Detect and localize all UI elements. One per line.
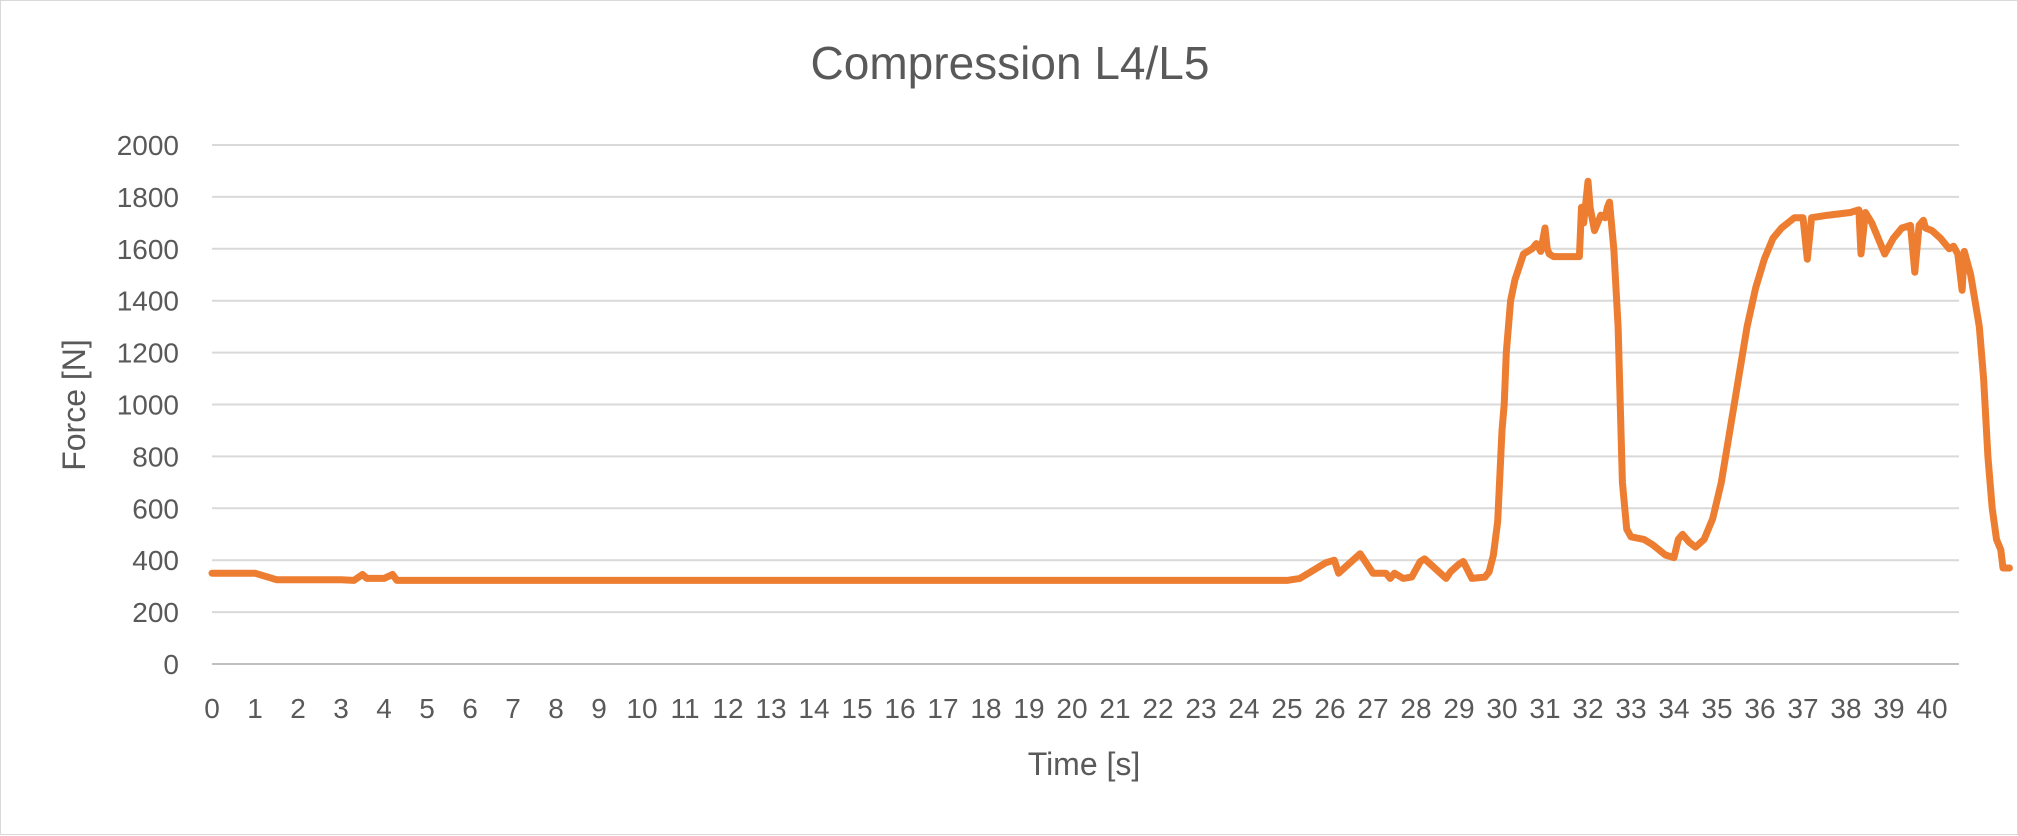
x-tick-label: 23 xyxy=(1185,693,1216,724)
x-tick-label: 38 xyxy=(1830,693,1861,724)
y-tick-label: 1600 xyxy=(117,234,179,265)
x-tick-label: 34 xyxy=(1658,693,1689,724)
y-axis-ticks: 0 200 400 600 800 1000 1200 1400 1600 1800 2000 xyxy=(117,130,179,680)
y-tick-label: 600 xyxy=(132,493,179,524)
x-tick-label: 7 xyxy=(505,693,521,724)
x-tick-label: 14 xyxy=(798,693,829,724)
x-tick-label: 40 xyxy=(1916,693,1947,724)
y-tick-label: 1000 xyxy=(117,390,179,421)
series-line-0 xyxy=(208,177,2013,584)
x-tick-label: 37 xyxy=(1787,693,1818,724)
x-tick-label: 8 xyxy=(548,693,564,724)
x-tick-label: 0 xyxy=(204,693,220,724)
x-tick-label: 16 xyxy=(884,693,915,724)
y-tick-label: 2000 xyxy=(117,130,179,161)
x-tick-label: 3 xyxy=(333,693,349,724)
x-tick-label: 28 xyxy=(1400,693,1431,724)
x-tick-label: 30 xyxy=(1486,693,1517,724)
y-tick-label: 0 xyxy=(163,649,179,680)
x-tick-label: 25 xyxy=(1271,693,1302,724)
x-tick-label: 26 xyxy=(1314,693,1345,724)
x-tick-label: 39 xyxy=(1873,693,1904,724)
x-tick-label: 21 xyxy=(1099,693,1130,724)
y-tick-label: 1200 xyxy=(117,338,179,369)
x-tick-label: 32 xyxy=(1572,693,1603,724)
x-tick-label: 19 xyxy=(1013,693,1044,724)
x-tick-label: 17 xyxy=(927,693,958,724)
y-tick-label: 800 xyxy=(132,441,179,472)
gridlines xyxy=(212,144,1959,665)
y-axis-title: Force [N] xyxy=(56,339,92,471)
x-tick-label: 27 xyxy=(1357,693,1388,724)
x-axis-ticks: 0 1 2 3 4 5 6 7 8 9 10 11 12 13 14 15 16 17 18 19 20 21 22 23 24… xyxy=(204,693,1947,724)
y-tick-label: 400 xyxy=(132,545,179,576)
x-tick-label: 36 xyxy=(1744,693,1775,724)
x-tick-label: 22 xyxy=(1142,693,1173,724)
x-tick-label: 5 xyxy=(419,693,435,724)
x-tick-label: 15 xyxy=(841,693,872,724)
x-tick-label: 31 xyxy=(1529,693,1560,724)
x-tick-label: 18 xyxy=(970,693,1001,724)
x-tick-label: 12 xyxy=(712,693,743,724)
x-tick-label: 9 xyxy=(591,693,607,724)
x-axis-title: Time [s] xyxy=(1028,746,1141,782)
y-tick-label: 200 xyxy=(132,597,179,628)
x-tick-label: 10 xyxy=(626,693,657,724)
x-tick-label: 13 xyxy=(755,693,786,724)
series-layer xyxy=(208,177,2013,584)
x-tick-label: 35 xyxy=(1701,693,1732,724)
x-tick-label: 24 xyxy=(1228,693,1259,724)
y-tick-label: 1400 xyxy=(117,286,179,317)
x-tick-label: 29 xyxy=(1443,693,1474,724)
x-tick-label: 11 xyxy=(670,693,699,724)
chart-title: Compression L4/L5 xyxy=(811,37,1210,89)
y-tick-label: 1800 xyxy=(117,182,179,213)
x-tick-label: 1 xyxy=(247,693,263,724)
x-tick-label: 6 xyxy=(462,693,478,724)
x-tick-label: 2 xyxy=(290,693,306,724)
x-tick-label: 4 xyxy=(376,693,392,724)
x-tick-label: 33 xyxy=(1615,693,1646,724)
x-tick-label: 20 xyxy=(1056,693,1087,724)
